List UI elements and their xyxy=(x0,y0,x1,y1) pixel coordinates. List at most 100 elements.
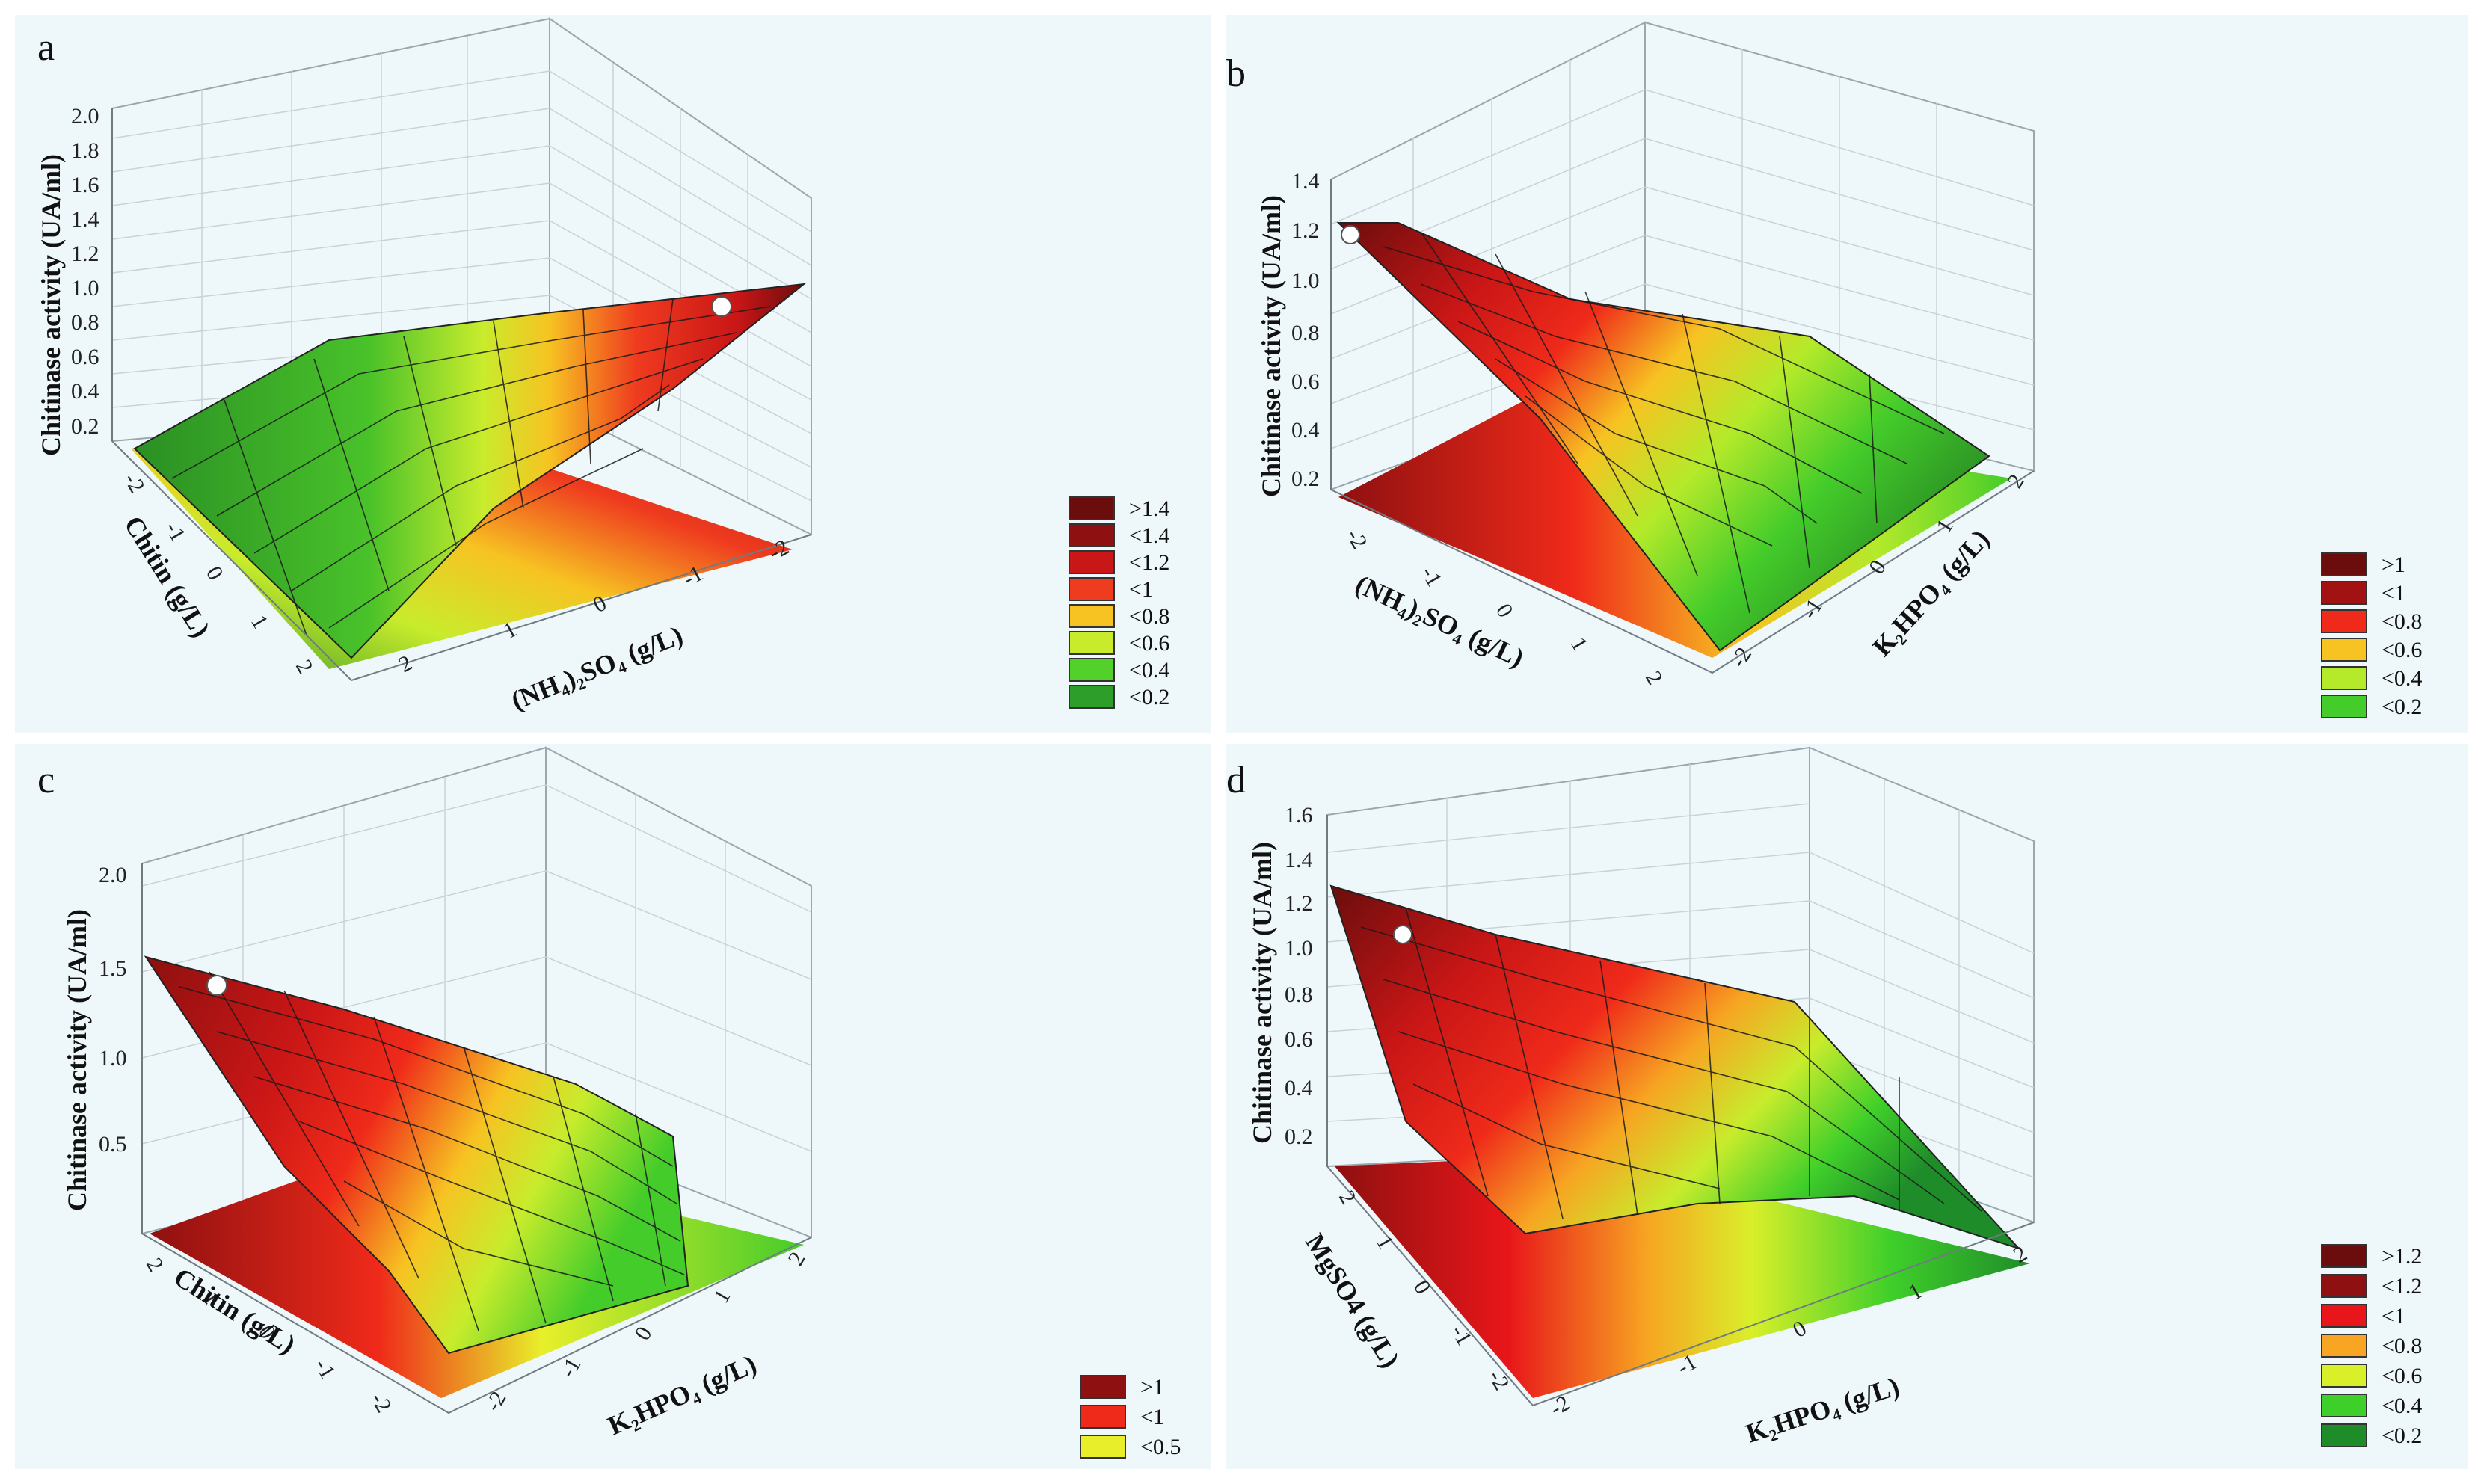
panel-d: d 0.2 0.4 0.6 0.8 1.0 1.2 1.4 1.6 Chitin… xyxy=(1226,744,2468,1469)
panel-a-legend-swatch-5 xyxy=(1069,631,1115,655)
axis-tick-label: 0.6 xyxy=(1291,369,1320,394)
panel-a-legend-label-3: <1 xyxy=(1129,577,1153,602)
panel-d-surface-mesh xyxy=(1360,908,1982,1219)
panel-d-legend-swatch-5 xyxy=(2321,1394,2367,1417)
panel-a-legend-label-7: <0.2 xyxy=(1129,685,1169,709)
panel-d-legend-swatch-1 xyxy=(2321,1274,2367,1298)
panel-c-legend-label-2: <0.5 xyxy=(1140,1435,1181,1459)
panel-c-legend-swatch-2 xyxy=(1080,1435,1126,1459)
axis-tick-label: 1.5 xyxy=(99,956,127,981)
axis-tick-label: 0.2 xyxy=(1285,1124,1313,1149)
panel-b-surface-mesh xyxy=(1383,231,1945,614)
panel-b: b 0.2 0.4 0.6 0.8 1.0 1.2 1.4 Chitinase … xyxy=(1226,15,2468,733)
axis-tick-label: 2.0 xyxy=(71,104,99,129)
panel-a-legend-label-4: <0.8 xyxy=(1129,604,1169,629)
axis-tick-label: 0.6 xyxy=(71,345,99,369)
panel-b-response-surface xyxy=(1336,222,1990,652)
axis-tick-label: 0.4 xyxy=(1285,1076,1313,1100)
panel-c-legend-swatch-1 xyxy=(1080,1405,1126,1429)
panel-b-label: b xyxy=(1226,52,1246,95)
panel-a-legend-label-0: >1.4 xyxy=(1129,496,1169,521)
axis-tick-label: 1.8 xyxy=(71,138,99,163)
axis-tick-label: 1.0 xyxy=(71,276,99,301)
panel-b-legend-label-5: <0.2 xyxy=(2382,695,2422,719)
axis-tick-label: 1.2 xyxy=(71,241,99,266)
panel-a-legend-swatch-1 xyxy=(1069,523,1115,547)
panel-d-legend-label-1: <1.2 xyxy=(2382,1274,2422,1299)
panel-a-legend-label-2: <1.2 xyxy=(1129,550,1169,575)
axis-tick-label: 0.5 xyxy=(99,1132,127,1157)
panel-c-label: c xyxy=(37,759,55,801)
axis-tick-label: 0.8 xyxy=(71,310,99,335)
panel-a-legend-swatch-4 xyxy=(1069,604,1115,628)
panel-a-response-surface xyxy=(133,283,807,659)
panel-d-z-ticks: 0.2 0.4 0.6 0.8 1.0 1.2 1.4 1.6 xyxy=(1285,803,1313,1149)
panel-a-z-ticks: 0.2 0.4 0.6 0.8 1.0 1.2 1.4 1.6 1.8 2.0 xyxy=(71,104,99,439)
panel-d-legend-label-4: <0.6 xyxy=(2382,1364,2422,1388)
panel-b-z-axis-title: Chitinase activity (UA/ml) xyxy=(1256,195,1286,497)
panel-c-optimum-marker xyxy=(206,975,227,996)
axis-tick-label: 1.0 xyxy=(99,1046,127,1071)
axis-tick-label: 2.0 xyxy=(99,863,127,887)
panel-b-z-ticks: 0.2 0.4 0.6 0.8 1.0 1.2 1.4 xyxy=(1291,169,1320,491)
panel-d-legend-swatch-3 xyxy=(2321,1334,2367,1358)
panel-b-legend: >1 <1 <0.8 <0.6 <0.4 <0.2 xyxy=(2321,552,2422,719)
panel-b-legend-swatch-1 xyxy=(2321,581,2367,605)
panel-d-legend-swatch-2 xyxy=(2321,1304,2367,1328)
panel-c: c 0.5 1.0 1.5 2.0 Chitinase activity (UA… xyxy=(15,744,1211,1469)
panel-b-optimum-marker xyxy=(1341,225,1360,244)
panel-b-legend-swatch-0 xyxy=(2321,552,2367,576)
axis-tick-label: 0.6 xyxy=(1285,1027,1313,1052)
panel-c-legend: >1 <1 <0.5 xyxy=(1080,1375,1181,1459)
panel-d-legend-swatch-0 xyxy=(2321,1244,2367,1268)
panel-c-z-axis-title: Chitinase activity (UA/ml) xyxy=(62,909,92,1211)
panel-b-legend-label-3: <0.6 xyxy=(2382,638,2422,662)
axis-tick-label: 1.6 xyxy=(71,173,99,197)
panel-b-legend-label-1: <1 xyxy=(2382,581,2405,606)
panel-b-legend-label-4: <0.4 xyxy=(2382,666,2422,691)
axis-tick-label: 1.0 xyxy=(1291,268,1320,293)
panel-d-legend: >1.2 <1.2 <1 <0.8 <0.6 <0.4 <0.2 xyxy=(2321,1244,2422,1448)
axis-tick-label: 0.8 xyxy=(1285,982,1313,1007)
panel-a-z-axis-title: Chitinase activity (UA/ml) xyxy=(36,154,66,456)
panel-d-legend-label-6: <0.2 xyxy=(2382,1423,2422,1448)
panel-b-legend-swatch-5 xyxy=(2321,695,2367,718)
panel-b-legend-label-2: <0.8 xyxy=(2382,609,2422,634)
panel-a-optimum-marker xyxy=(711,296,732,317)
axis-tick-label: 1.4 xyxy=(1291,169,1320,194)
axis-tick-label: 0.8 xyxy=(1291,321,1320,345)
axis-tick-label: 0.4 xyxy=(1291,418,1320,443)
panel-c-legend-label-0: >1 xyxy=(1140,1375,1164,1400)
panel-a-label: a xyxy=(37,26,55,69)
panel-a-legend-swatch-2 xyxy=(1069,550,1115,574)
axis-tick-label: 1.6 xyxy=(1285,803,1313,828)
panel-c-surface-mesh xyxy=(179,971,685,1331)
panel-d-legend-label-5: <0.4 xyxy=(2382,1394,2422,1418)
panel-a-legend-swatch-3 xyxy=(1069,577,1115,601)
panel-d-label: d xyxy=(1226,759,1246,801)
panel-c-z-ticks: 0.5 1.0 1.5 2.0 xyxy=(99,863,127,1157)
panel-a-legend-swatch-6 xyxy=(1069,658,1115,682)
panel-d-response-surface xyxy=(1329,884,2022,1251)
panel-a-legend-swatch-7 xyxy=(1069,685,1115,709)
panel-a-legend-label-1: <1.4 xyxy=(1129,523,1169,548)
panel-a-legend: >1.4 <1.4 <1.2 <1 <0.8 <0.6 <0.4 <0.2 xyxy=(1069,496,1169,709)
panel-d-legend-label-3: <0.8 xyxy=(2382,1334,2422,1358)
panel-d-optimum-marker xyxy=(1393,925,1412,944)
panel-d-legend-label-0: >1.2 xyxy=(2382,1244,2422,1269)
panel-a-surface-mesh xyxy=(171,298,771,636)
axis-tick-label: 0.4 xyxy=(71,379,99,404)
axis-tick-label: 1.2 xyxy=(1285,891,1313,916)
panel-d-legend-swatch-4 xyxy=(2321,1364,2367,1388)
axis-tick-label: 0.2 xyxy=(71,414,99,439)
panel-b-legend-label-0: >1 xyxy=(2382,552,2405,577)
panel-a-legend-label-5: <0.6 xyxy=(1129,631,1169,656)
panel-a-legend-label-6: <0.4 xyxy=(1129,658,1169,683)
panel-d-legend-label-2: <1 xyxy=(2382,1304,2405,1328)
axis-tick-label: 1.4 xyxy=(1285,848,1313,872)
panel-d-z-axis-title: Chitinase activity (UA/ml) xyxy=(1247,842,1277,1144)
panel-b-legend-swatch-4 xyxy=(2321,666,2367,690)
panel-c-legend-swatch-0 xyxy=(1080,1375,1126,1399)
panel-b-legend-swatch-3 xyxy=(2321,638,2367,662)
